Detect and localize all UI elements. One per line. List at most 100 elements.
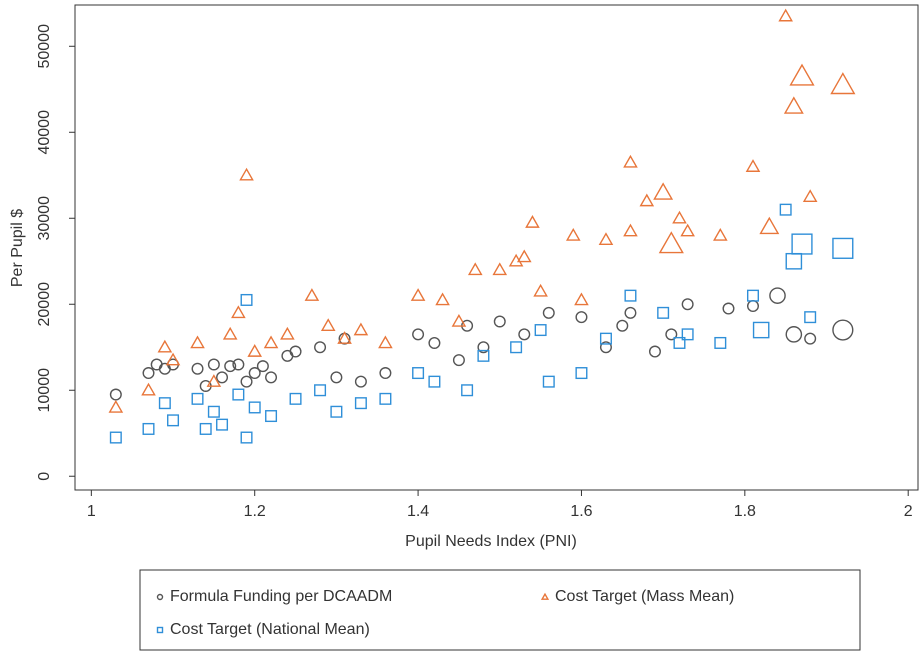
point <box>199 422 212 435</box>
point <box>830 72 856 95</box>
point <box>452 354 465 367</box>
point <box>232 388 245 401</box>
point <box>281 349 294 362</box>
point <box>599 341 612 354</box>
point <box>542 375 555 388</box>
point <box>804 311 817 324</box>
point <box>575 311 588 324</box>
point <box>330 371 343 384</box>
point <box>451 313 467 327</box>
point <box>108 399 124 413</box>
point <box>680 223 695 237</box>
point <box>681 328 694 341</box>
point <box>648 345 661 358</box>
point <box>222 326 238 340</box>
legend-marker <box>156 626 164 634</box>
point <box>785 326 803 343</box>
point <box>658 231 684 254</box>
point <box>510 341 523 354</box>
x-axis-label: Pupil Needs Index (PNI) <box>405 533 577 550</box>
x-tick-label: 1.2 <box>244 503 266 520</box>
point <box>624 289 637 302</box>
point <box>779 203 792 216</box>
point <box>141 382 156 396</box>
point <box>142 367 155 380</box>
point <box>412 367 425 380</box>
point <box>653 182 674 200</box>
point <box>575 367 588 380</box>
point <box>248 367 261 380</box>
point <box>722 302 735 315</box>
point <box>759 216 780 235</box>
legend-label: Formula Funding per DCAADM <box>170 588 392 605</box>
point <box>216 418 229 431</box>
point <box>158 397 171 410</box>
point <box>289 392 302 405</box>
point <box>280 326 295 340</box>
point <box>791 233 813 255</box>
point <box>167 414 180 427</box>
point <box>157 339 173 353</box>
point <box>785 252 803 270</box>
point <box>534 324 547 337</box>
point <box>216 371 229 384</box>
point <box>623 154 638 168</box>
y-axis-label: Per Pupil $ <box>9 209 26 287</box>
x-tick-label: 1.4 <box>407 503 429 520</box>
point <box>354 397 367 410</box>
point <box>304 288 320 301</box>
point <box>379 367 392 380</box>
point <box>248 401 261 414</box>
point <box>428 336 441 349</box>
point <box>240 375 253 388</box>
point <box>320 318 336 332</box>
point <box>752 321 770 339</box>
point <box>713 227 728 241</box>
point <box>240 293 253 306</box>
point <box>150 358 163 371</box>
point <box>574 292 589 306</box>
point <box>239 167 254 181</box>
x-tick-label: 2 <box>904 503 913 520</box>
point <box>428 375 441 388</box>
y-tick-label: 40000 <box>36 110 53 155</box>
legend-marker <box>540 592 550 600</box>
point <box>379 392 392 405</box>
point <box>665 328 678 341</box>
point <box>142 422 155 435</box>
point <box>516 249 532 263</box>
point <box>232 358 245 371</box>
legend-box <box>139 569 861 651</box>
point <box>337 331 352 344</box>
point <box>616 319 629 332</box>
point <box>207 405 220 418</box>
point <box>804 332 817 345</box>
point <box>354 375 367 388</box>
point <box>206 374 222 387</box>
legend-label: Cost Target (Mass Mean) <box>555 588 734 605</box>
point <box>623 223 638 237</box>
point <box>477 341 490 354</box>
point <box>165 352 181 366</box>
y-tick-label: 50000 <box>36 24 53 69</box>
point <box>492 262 508 276</box>
point <box>109 431 122 444</box>
point <box>565 227 581 241</box>
x-tick-label: 1.8 <box>734 503 756 520</box>
point <box>746 299 759 312</box>
x-tick-label: 1 <box>87 503 96 520</box>
point <box>314 341 327 354</box>
point <box>673 336 686 349</box>
point <box>542 306 555 319</box>
point <box>746 289 759 302</box>
point <box>412 328 425 341</box>
point <box>265 410 278 423</box>
point <box>639 193 655 207</box>
y-tick-label: 10000 <box>36 368 53 413</box>
point <box>518 328 531 341</box>
point <box>714 336 727 349</box>
point <box>353 322 369 336</box>
point <box>265 371 278 384</box>
point <box>657 306 670 319</box>
